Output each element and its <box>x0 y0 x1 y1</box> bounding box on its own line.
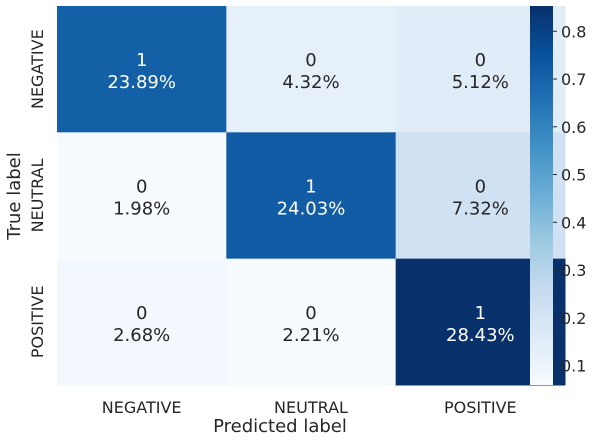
x-axis-label: Predicted label <box>213 416 347 437</box>
cell-count-label: 0 <box>475 50 486 71</box>
cell-count-label: 0 <box>136 176 147 197</box>
cell-percent-label: 1.98% <box>113 198 170 219</box>
cell-count-label: 1 <box>475 303 486 324</box>
y-axis-label: True label <box>4 152 25 241</box>
cell-percent-label: 4.32% <box>282 72 339 93</box>
x-tick-label: NEUTRAL <box>274 398 348 417</box>
cell-count-label: 1 <box>305 176 316 197</box>
cell-count-label: 0 <box>305 50 316 71</box>
colorbar-tick-label: 0.7 <box>561 70 586 89</box>
x-tick-label: NEGATIVE <box>102 398 182 417</box>
cell-count-label: 0 <box>136 303 147 324</box>
cell-percent-label: 23.89% <box>107 72 176 93</box>
colorbar-tick-label: 0.8 <box>561 22 586 41</box>
colorbar-tick-label: 0.4 <box>561 213 586 232</box>
cell-percent-label: 7.32% <box>452 198 509 219</box>
y-tick-label: NEUTRAL <box>28 158 47 232</box>
colorbar <box>530 6 553 385</box>
colorbar-tick-label: 0.3 <box>561 261 586 280</box>
cell-count-label: 1 <box>136 50 147 71</box>
colorbar-tick-label: 0.2 <box>561 309 586 328</box>
y-tick-label: NEGATIVE <box>28 29 47 109</box>
cell-count-label: 0 <box>305 303 316 324</box>
cell-percent-label: 2.21% <box>282 325 339 346</box>
cell-count-label: 0 <box>475 176 486 197</box>
colorbar-tick-label: 0.6 <box>561 118 586 137</box>
y-tick-label: POSITIVE <box>28 285 47 358</box>
colorbar-tick-label: 0.1 <box>561 357 586 376</box>
cell-percent-label: 5.12% <box>452 72 509 93</box>
colorbar-tick-label: 0.5 <box>561 166 586 185</box>
cell-percent-label: 24.03% <box>277 198 346 219</box>
cell-percent-label: 2.68% <box>113 325 170 346</box>
x-axis-ticks: NEGATIVE NEUTRAL POSITIVE <box>102 398 517 417</box>
heatmap-cells: 123.89%04.32%05.12%01.98%124.03%07.32%02… <box>57 6 565 385</box>
y-axis-ticks: NEGATIVE NEUTRAL POSITIVE <box>28 29 47 358</box>
x-tick-label: POSITIVE <box>444 398 517 417</box>
cell-percent-label: 28.43% <box>446 325 515 346</box>
